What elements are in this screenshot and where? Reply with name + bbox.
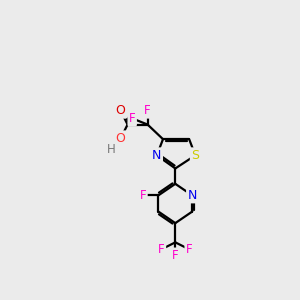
Text: F: F bbox=[186, 243, 193, 256]
Text: S: S bbox=[191, 149, 199, 162]
Text: N: N bbox=[152, 149, 161, 162]
Text: H: H bbox=[107, 143, 116, 156]
Text: F: F bbox=[144, 104, 151, 117]
Text: F: F bbox=[140, 189, 146, 202]
Text: F: F bbox=[129, 112, 136, 125]
Text: N: N bbox=[188, 189, 197, 202]
Text: F: F bbox=[172, 249, 178, 262]
Text: F: F bbox=[158, 243, 165, 256]
Text: O: O bbox=[116, 132, 126, 145]
Text: O: O bbox=[116, 104, 126, 117]
